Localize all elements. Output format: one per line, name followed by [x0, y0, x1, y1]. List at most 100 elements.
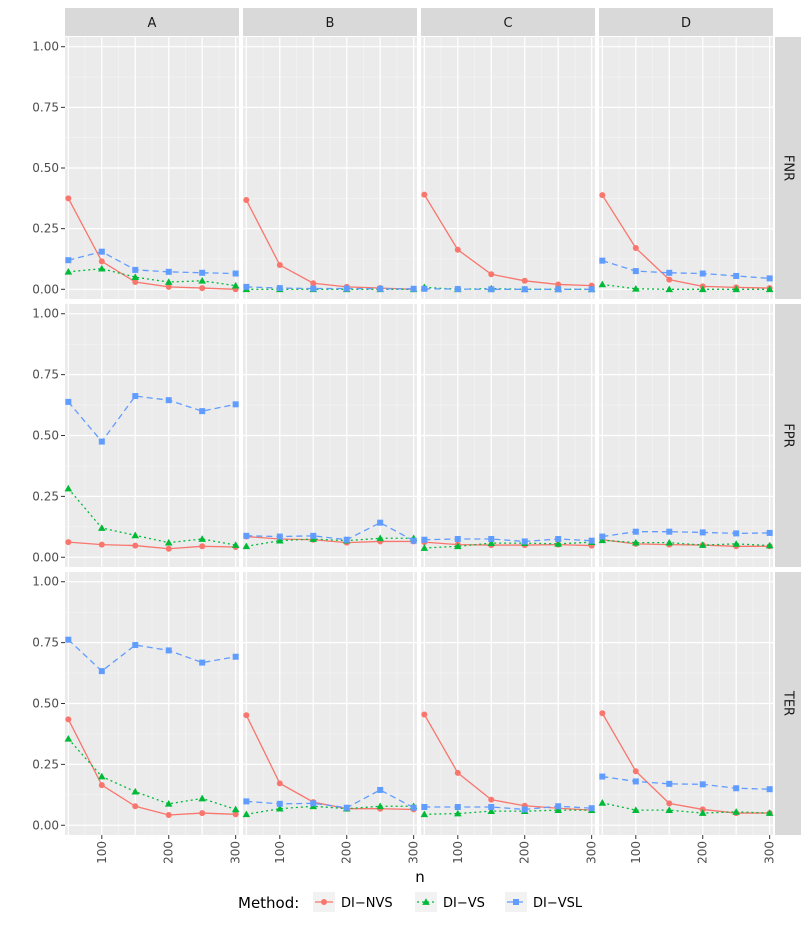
data-point-DI-VS: [420, 810, 429, 818]
data-point-DI-VSL: [733, 530, 740, 537]
data-point-DI-VSL: [699, 781, 706, 788]
data-point-DI-VSL: [588, 805, 595, 812]
data-point-DI-VS: [98, 524, 106, 531]
data-point-DI-NVS: [65, 716, 72, 723]
series-line-DI-VSL: [424, 805, 592, 811]
data-point-DI-NVS: [555, 281, 562, 288]
data-point-DI-NVS: [488, 271, 495, 278]
series-line-DI-VSL: [246, 286, 414, 290]
data-point-DI-NVS: [98, 782, 105, 789]
data-point-DI-NVS: [599, 710, 606, 717]
strip-label-C: C: [503, 16, 512, 31]
data-point-DI-VS: [487, 539, 496, 546]
data-point-DI-VSL: [766, 275, 773, 282]
panel-TER-A: [64, 572, 240, 835]
strip-C: [421, 8, 595, 36]
legend-label: DI−VSL: [533, 896, 583, 911]
data-point-DI-VSL: [410, 537, 417, 544]
data-point-DI-NVS: [243, 712, 250, 719]
x-tick-label: 300: [229, 841, 243, 864]
x-axes: 100 200 300 100 200 300 100 200 300 100 200 300: [95, 835, 777, 864]
legend-title: Method:: [238, 894, 299, 912]
data-point-DI-VSL: [276, 800, 283, 807]
series-line-DI-NVS: [68, 541, 236, 550]
data-point-DI-VSL: [343, 285, 350, 292]
data-point-DI-VS: [231, 541, 240, 548]
data-point-DI-VS: [198, 794, 206, 802]
strip-FPR: [775, 304, 801, 567]
data-point-DI-VSL: [232, 270, 239, 277]
data-point-DI-VSL: [65, 636, 72, 643]
series-line-DI-VSL: [246, 789, 414, 809]
x-tick-label: 200: [518, 841, 532, 864]
data-point-DI-NVS: [666, 800, 673, 807]
x-tick-label: 300: [585, 841, 599, 864]
panel-FNR-B: [242, 37, 418, 299]
data-point-DI-VSL: [599, 533, 606, 540]
series-line-DI-VSL: [602, 775, 770, 790]
data-point-DI-VSL: [232, 401, 239, 408]
data-point-DI-VSL: [132, 266, 139, 273]
data-point-DI-VSL: [243, 532, 250, 539]
data-point-DI-VSL: [421, 803, 428, 810]
data-point-DI-NVS: [232, 811, 239, 818]
data-point-DI-VS: [698, 285, 707, 293]
x-tick-label: 200: [696, 841, 710, 864]
data-point-DI-VS: [98, 772, 106, 780]
data-point-DI-VSL: [98, 438, 105, 445]
data-point-DI-VS: [554, 540, 562, 547]
data-point-DI-NVS: [132, 803, 139, 810]
data-point-DI-VSL: [199, 659, 206, 666]
legend-label: DI−NVS: [341, 896, 393, 911]
data-point-DI-VS: [454, 542, 462, 550]
series-line-DI-NVS: [601, 194, 770, 289]
data-point-DI-NVS: [199, 543, 206, 550]
data-point-DI-VSL: [421, 285, 428, 292]
series-line-DI-NVS: [67, 198, 236, 290]
data-point-DI-VSL: [588, 286, 595, 293]
data-point-DI-VS: [231, 805, 240, 813]
data-point-DI-VS: [632, 538, 640, 546]
data-point-DI-NVS: [243, 197, 250, 204]
strip-label-D: D: [681, 16, 691, 31]
data-point-DI-VSL: [343, 536, 350, 543]
y-tick-label: 0.00: [32, 818, 59, 832]
data-point-DI-NVS: [632, 768, 639, 775]
row-strips: FNR FPR TER: [775, 37, 801, 835]
data-point-DI-VS: [376, 534, 384, 542]
y-tick-label: 0.75: [32, 368, 59, 382]
data-point-DI-VSL: [98, 668, 105, 675]
data-point-DI-VS: [487, 807, 496, 814]
y-tick-label: 0.50: [32, 161, 59, 175]
data-point-DI-VS: [765, 809, 774, 816]
data-point-DI-VSL: [65, 398, 72, 405]
data-point-DI-VSL: [733, 272, 740, 279]
data-point-DI-VS: [242, 542, 251, 550]
data-point-DI-VSL: [377, 285, 384, 292]
y-tick-label: 1.00: [32, 575, 59, 589]
data-point-DI-VSL: [599, 773, 606, 780]
data-point-DI-VSL: [766, 786, 773, 793]
series-line-DI-VSL: [424, 538, 592, 543]
y-tick-label: 0.25: [32, 757, 59, 771]
data-point-DI-VSL: [199, 408, 206, 415]
data-point-DI-VS: [732, 285, 740, 293]
series-line-DI-NVS: [602, 539, 770, 547]
legend-key-marker: [321, 899, 327, 905]
legend-key-marker: [422, 898, 430, 905]
data-point-DI-VSL: [632, 268, 639, 275]
data-point-DI-VS: [698, 541, 707, 548]
data-point-DI-VS: [665, 806, 674, 814]
series-line-DI-VSL: [67, 639, 236, 672]
data-point-DI-VS: [131, 787, 140, 795]
data-point-DI-VSL: [199, 269, 206, 276]
data-point-DI-VS: [665, 538, 674, 546]
series-line-DI-NVS: [67, 719, 236, 816]
data-point-DI-VSL: [699, 529, 706, 536]
data-point-DI-VSL: [377, 786, 384, 793]
strip-label-FNR: FNR: [781, 155, 796, 181]
data-point-DI-VSL: [165, 397, 172, 404]
panels: [64, 37, 774, 835]
data-point-DI-NVS: [488, 796, 495, 803]
data-point-DI-VS: [554, 806, 562, 814]
